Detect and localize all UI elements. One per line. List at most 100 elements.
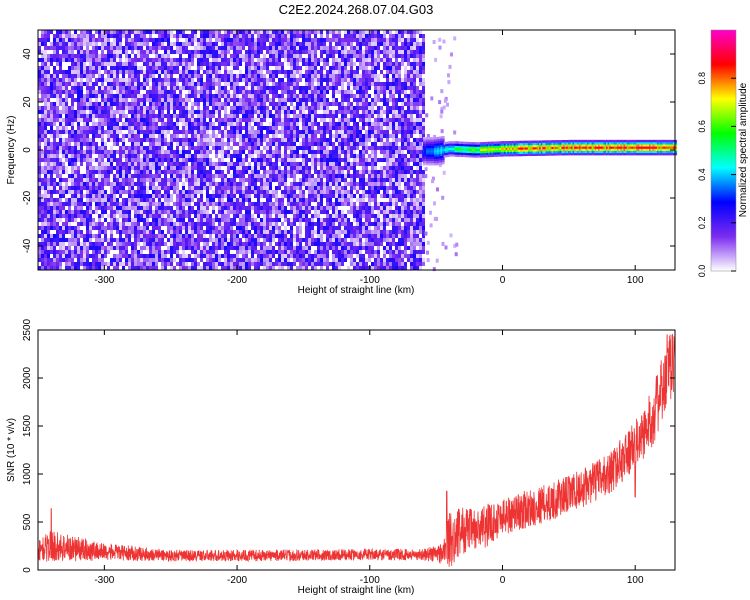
heatmap-cell xyxy=(245,134,248,138)
heatmap-cell xyxy=(263,206,266,210)
heatmap-cell xyxy=(305,78,308,82)
heatmap-cell xyxy=(320,154,323,158)
heatmap-cell xyxy=(212,82,215,86)
heatmap-cell xyxy=(218,254,221,258)
heatmap-cell xyxy=(284,194,287,198)
heatmap-cell xyxy=(314,206,317,210)
heatmap-cell xyxy=(77,98,80,102)
heatmap-cell xyxy=(302,198,305,202)
heatmap-cell xyxy=(200,142,203,146)
heatmap-cell xyxy=(89,42,92,46)
heatmap-cell xyxy=(128,198,131,202)
heatmap-cell xyxy=(218,146,221,150)
heatmap-cell xyxy=(278,42,281,46)
heatmap-cell xyxy=(98,78,101,82)
heatmap-cell xyxy=(254,186,257,190)
heatmap-cell xyxy=(296,154,299,158)
heatmap-cell xyxy=(215,186,218,190)
heatmap-cell xyxy=(194,86,197,90)
heatmap-cell xyxy=(41,194,44,198)
heatmap-cell xyxy=(56,166,59,170)
heatmap-cell xyxy=(143,82,146,86)
heatmap-cell xyxy=(224,58,227,62)
heatmap-cell xyxy=(302,194,305,198)
heatmap-cell xyxy=(95,146,98,150)
heatmap-cell xyxy=(305,166,308,170)
heatmap-cell xyxy=(278,142,281,146)
heatmap-cell xyxy=(257,158,260,162)
heatmap-cell xyxy=(59,138,62,142)
heatmap-cell xyxy=(233,258,236,262)
heatmap-cell xyxy=(143,166,146,170)
heatmap-cell xyxy=(161,162,164,166)
heatmap-cell xyxy=(299,170,302,174)
heatmap-cell xyxy=(221,234,224,238)
heatmap-cell xyxy=(224,250,227,254)
heatmap-cell xyxy=(68,34,71,38)
heatmap-cell xyxy=(143,126,146,130)
heatmap-cell xyxy=(230,202,233,206)
heatmap-cell xyxy=(56,210,59,214)
heatmap-cell xyxy=(302,210,305,214)
heatmap-cell xyxy=(158,182,161,186)
heatmap-cell xyxy=(212,102,215,106)
heatmap-cell xyxy=(281,170,284,174)
heatmap-cell xyxy=(245,126,248,130)
heatmap-cell xyxy=(101,202,104,206)
heatmap-cell xyxy=(116,206,119,210)
heatmap-cell xyxy=(113,258,116,262)
heatmap-cell xyxy=(119,170,122,174)
heatmap-cell xyxy=(320,50,323,54)
heatmap-cell xyxy=(293,94,296,98)
heatmap-cell xyxy=(206,122,209,126)
heatmap-cell xyxy=(158,94,161,98)
heatmap-cell xyxy=(146,234,149,238)
heatmap-cell xyxy=(71,106,74,110)
heatmap-cell xyxy=(50,182,53,186)
heatmap-cell xyxy=(71,158,74,162)
heatmap-cell xyxy=(68,222,71,226)
heatmap-cell xyxy=(125,118,128,122)
heatmap-cell xyxy=(299,206,302,210)
heatmap-cell xyxy=(167,62,170,66)
heatmap-cell xyxy=(254,194,257,198)
heatmap-cell xyxy=(71,70,74,74)
heatmap-cell xyxy=(194,50,197,54)
heatmap-cell xyxy=(212,30,215,34)
heatmap-cell xyxy=(137,174,140,178)
heatmap-cell xyxy=(248,46,251,50)
heatmap-cell xyxy=(266,154,269,158)
heatmap-cell xyxy=(101,42,104,46)
heatmap-cell xyxy=(137,82,140,86)
heatmap-cell xyxy=(260,114,263,118)
heatmap-cell xyxy=(38,186,41,190)
heatmap-cell xyxy=(170,254,173,258)
heatmap-cell xyxy=(143,186,146,190)
heatmap-cell xyxy=(293,166,296,170)
heatmap-cell xyxy=(131,174,134,178)
heatmap-cell xyxy=(197,154,200,158)
heatmap-cell xyxy=(65,266,68,270)
heatmap-cell xyxy=(95,262,98,266)
heatmap-cell xyxy=(56,142,59,146)
heatmap-cell xyxy=(68,154,71,158)
heatmap-cell xyxy=(44,226,47,230)
heatmap-cell xyxy=(275,226,278,230)
heatmap-cell xyxy=(269,102,272,106)
heatmap-cell xyxy=(179,226,182,230)
heatmap-cell xyxy=(218,246,221,250)
heatmap-cell xyxy=(128,162,131,166)
heatmap-cell xyxy=(62,142,65,146)
heatmap-cell xyxy=(233,266,236,270)
heatmap-cell xyxy=(302,178,305,182)
heatmap-cell xyxy=(77,134,80,138)
heatmap-cell xyxy=(251,62,254,66)
heatmap-cell xyxy=(44,50,47,54)
heatmap-cell xyxy=(170,226,173,230)
heatmap-cell xyxy=(167,126,170,130)
heatmap-cell xyxy=(101,118,104,122)
heatmap-cell xyxy=(167,82,170,86)
heatmap-cell xyxy=(44,238,47,242)
heatmap-cell xyxy=(80,114,83,118)
heatmap-cell xyxy=(164,206,167,210)
